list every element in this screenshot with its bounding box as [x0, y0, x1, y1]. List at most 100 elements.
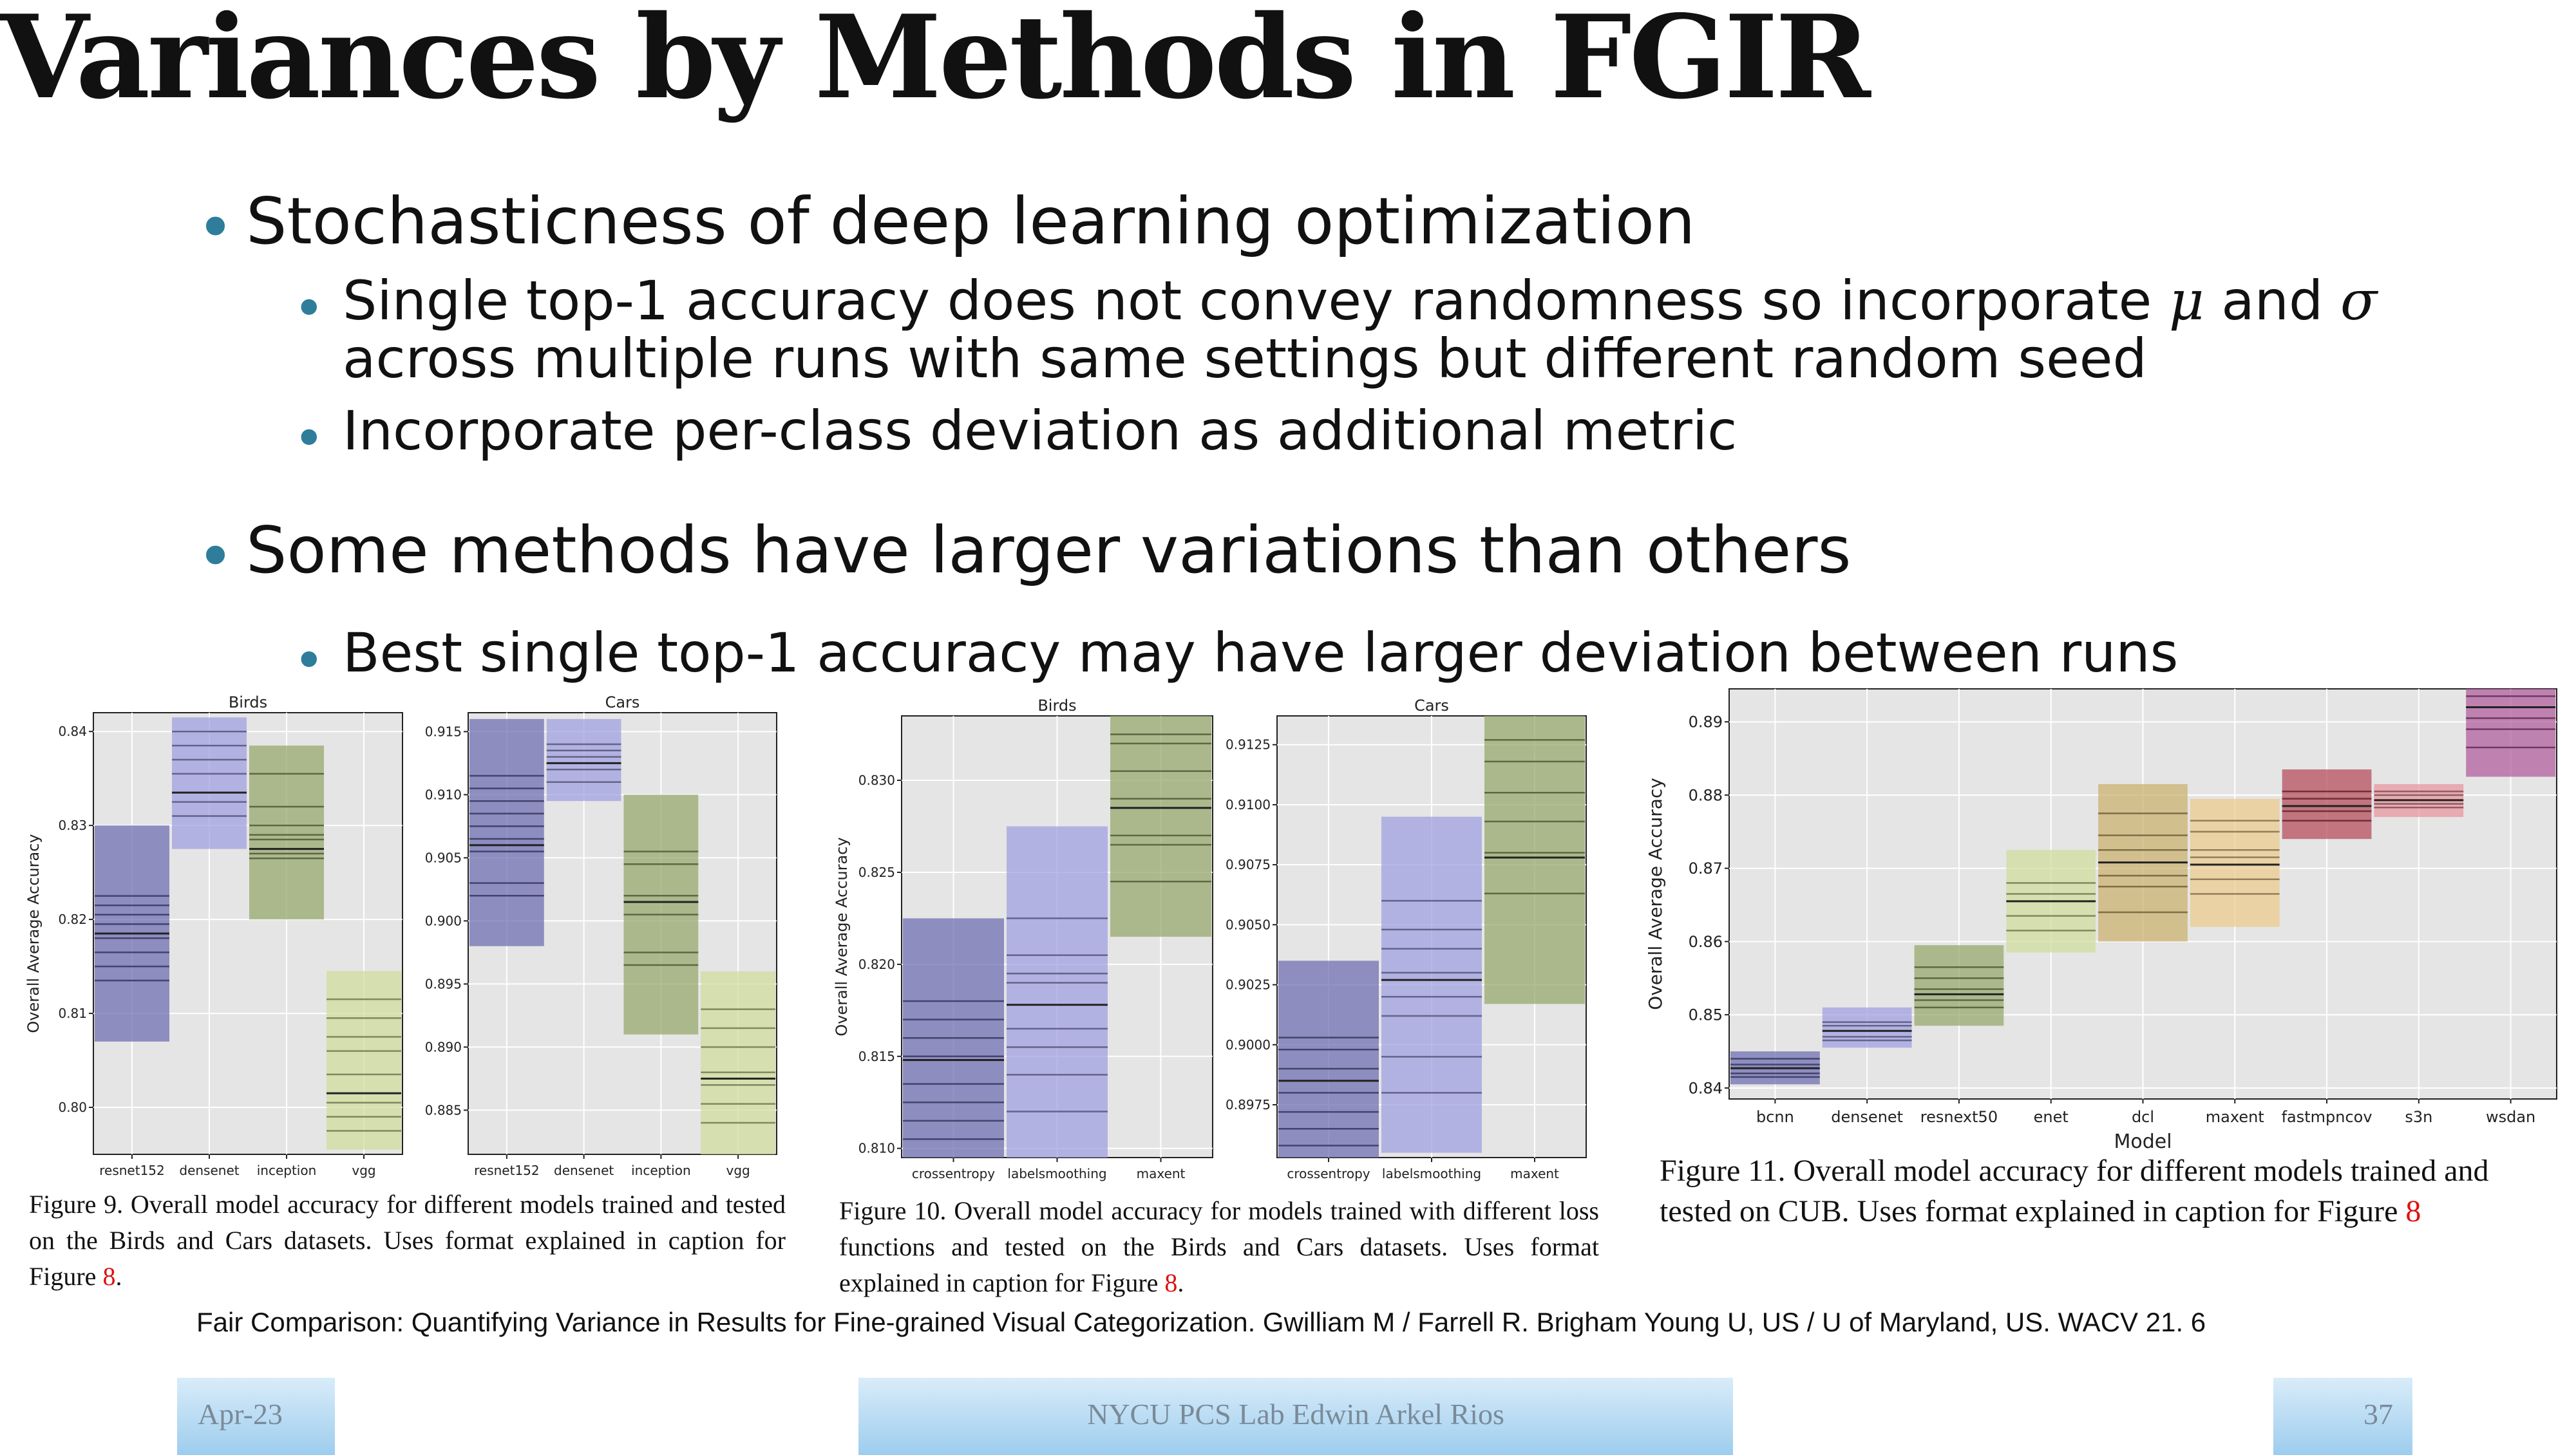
figure11-cub-xtick-label: fastmpncov: [2282, 1108, 2372, 1126]
figure9-cars-xtick-label: vgg: [726, 1163, 750, 1178]
footer-date: Apr-23: [198, 1398, 283, 1431]
figure10-cars-box-labelsmoothing: [1381, 816, 1482, 1153]
figure10-birds-ytick-label: 0.810: [858, 1141, 895, 1156]
figure9-cars-xtick-label: resnet152: [474, 1163, 540, 1178]
figure11-caption: Figure 11. Overall model accuracy for di…: [1660, 1150, 2558, 1232]
figure11-cub-xlabel: Model: [2114, 1131, 2172, 1153]
figure11-cub-box-enet: [2006, 850, 2096, 953]
figure11-cub-box-bcnn: [1730, 1051, 1820, 1085]
figure9-birds-xtick-label: vgg: [352, 1163, 375, 1178]
figure11-cub-xtick-label: bcnn: [1756, 1108, 1794, 1126]
figure10-cars-xtick-label: crossentropy: [1287, 1166, 1370, 1181]
figure10-cars-xtick-label: maxent: [1510, 1166, 1559, 1181]
figure9-birds-box-inception: [249, 746, 324, 920]
footer-page-number: 37: [2363, 1398, 2393, 1431]
figure10-birds-ytick-label: 0.830: [858, 773, 895, 788]
figure9-cars-ytick-label: 0.905: [425, 850, 462, 865]
figure9-cars-title: Cars: [605, 693, 640, 711]
bullet-glyph: •: [293, 629, 325, 692]
figure9-caption-text: Figure 9. Overall model accuracy for dif…: [29, 1190, 786, 1291]
figure11-cub-xtick-label: enet: [2034, 1108, 2069, 1126]
figure10-caption-ref: 8: [1164, 1268, 1178, 1297]
figure11-cub-xtick-label: dcl: [2132, 1108, 2154, 1126]
figure9-cars-ytick-label: 0.885: [425, 1102, 462, 1118]
figure11-caption-text: Figure 11. Overall model accuracy for di…: [1660, 1154, 2489, 1228]
figure9-birds-xtick-label: inception: [257, 1163, 317, 1178]
figure9-birds-ytick-label: 0.83: [58, 818, 87, 833]
figure9-birds-xtick-label: densenet: [179, 1163, 239, 1178]
figure9-cars-box-resnet152: [469, 718, 544, 946]
footer-date-box: Apr-23: [177, 1378, 335, 1455]
bullet-single-top1-continued: across multiple runs with same settings …: [343, 327, 2147, 390]
figure10-birds-xtick-label: crossentropy: [912, 1166, 995, 1181]
bullet-glyph: •: [196, 519, 234, 594]
figure9-caption-end: .: [115, 1262, 122, 1291]
footer-center-text: NYCU PCS Lab Edwin Arkel Rios: [1087, 1398, 1504, 1431]
figure10-birds-ytick-label: 0.820: [858, 957, 895, 972]
footer-center-box: NYCU PCS Lab Edwin Arkel Rios: [858, 1378, 1733, 1455]
figure10-birds-title: Birds: [1037, 697, 1076, 715]
figure11-cub-xtick-label: wsdan: [2486, 1108, 2535, 1126]
sigma-symbol: σ: [2340, 269, 2378, 332]
figure11-cub-ylabel: Overall Average Accuracy: [1645, 778, 1666, 1010]
figure9-caption: Figure 9. Overall model accuracy for dif…: [29, 1187, 786, 1295]
bullet-glyph: •: [196, 190, 234, 265]
figure10-birds-box-labelsmoothing: [1007, 826, 1108, 1158]
figure11-cub-ytick-label: 0.88: [1689, 786, 1723, 804]
bullet-per-class: Incorporate per-class deviation as addit…: [343, 399, 1738, 462]
figure11-cub-ytick-label: 0.89: [1689, 713, 1723, 731]
footer-page-box: 37: [2273, 1378, 2412, 1455]
figure11-cub-ytick-label: 0.86: [1689, 933, 1723, 951]
figure10-caption: Figure 10. Overall model accuracy for mo…: [839, 1193, 1599, 1301]
figure10-cars-title: Cars: [1414, 697, 1449, 715]
citation: Fair Comparison: Quantifying Variance in…: [196, 1307, 2206, 1337]
figure10-birds-ytick-label: 0.825: [858, 865, 895, 880]
figure9-cars-ytick-label: 0.915: [425, 724, 462, 739]
figure9-cars-xtick-label: densenet: [554, 1163, 614, 1178]
figure11-cub-plot-area: [1728, 688, 2557, 1100]
figure11-cub-box-s3n: [2374, 784, 2464, 818]
figure10-cars-xtick-label: labelsmoothing: [1382, 1166, 1481, 1181]
figure10-caption-text: Figure 10. Overall model accuracy for mo…: [839, 1196, 1599, 1297]
figure9-cars-box-densenet: [546, 718, 621, 802]
figure9-birds-plot-area: [93, 712, 403, 1155]
figure10-cars-plot-area: [1276, 715, 1587, 1158]
figure10-cars-ytick-label: 0.8975: [1226, 1097, 1271, 1112]
figure9-cars-ytick-label: 0.900: [425, 913, 462, 928]
figure11-cub-box-wsdan: [2466, 689, 2555, 777]
figure10-cars-box-crossentropy: [1278, 961, 1379, 1158]
figure9-cars-box-inception: [623, 794, 699, 1035]
figure11-cub-ytick-label: 0.85: [1689, 1006, 1723, 1024]
bullet-stochasticness: Stochasticness of deep learning optimiza…: [246, 183, 1696, 259]
figure11-cub-xtick-label: maxent: [2206, 1108, 2264, 1126]
figure9-birds-box-resnet152: [95, 825, 169, 1042]
figure9-birds-ylabel: Overall Average Accuracy: [24, 834, 43, 1033]
figure9-birds-title: Birds: [229, 693, 267, 711]
bullet-glyph: •: [293, 407, 325, 470]
figure9-birds-xtick-label: resnet152: [99, 1163, 165, 1178]
figure9-birds-box-vgg: [327, 971, 401, 1150]
figure11-cub-box-dcl: [2098, 784, 2188, 942]
figure10-birds-xtick-label: maxent: [1137, 1166, 1186, 1181]
figure10-birds-plot-area: [901, 715, 1213, 1158]
figure10-cars-ytick-label: 0.9025: [1226, 977, 1271, 993]
figure10-cars-ytick-label: 0.9000: [1226, 1037, 1271, 1053]
figure11-cub-box-densenet: [1822, 1007, 1912, 1048]
figure10-birds-ylabel: Overall Average Accuracy: [833, 837, 851, 1036]
figure10-cars-ytick-label: 0.9050: [1226, 917, 1271, 932]
figure10-cars-ytick-label: 0.9100: [1226, 797, 1271, 812]
bullet-glyph: •: [293, 277, 325, 340]
figure10-cars-ytick-label: 0.9075: [1226, 857, 1271, 872]
figure9-cars-plot-area: [468, 712, 777, 1155]
figure10-birds-xtick-label: labelsmoothing: [1007, 1166, 1106, 1181]
mu-symbol: μ: [2169, 269, 2204, 332]
bullet-single-top1-text: Single top-1 accuracy does not convey ra…: [343, 269, 2152, 332]
figure9-birds-ytick-label: 0.82: [58, 912, 87, 927]
figure9-cars-xtick-label: inception: [631, 1163, 691, 1178]
figure10-birds-box-crossentropy: [903, 918, 1004, 1158]
figure11-cub-ytick-label: 0.84: [1689, 1079, 1723, 1097]
figure11-cub-ytick-label: 0.87: [1689, 859, 1723, 878]
figure11-cub-xtick-label: densenet: [1831, 1108, 1903, 1126]
figure10-birds-ytick-label: 0.815: [858, 1049, 895, 1064]
figure11-cub-xtick-label: resnext50: [1920, 1108, 1998, 1126]
